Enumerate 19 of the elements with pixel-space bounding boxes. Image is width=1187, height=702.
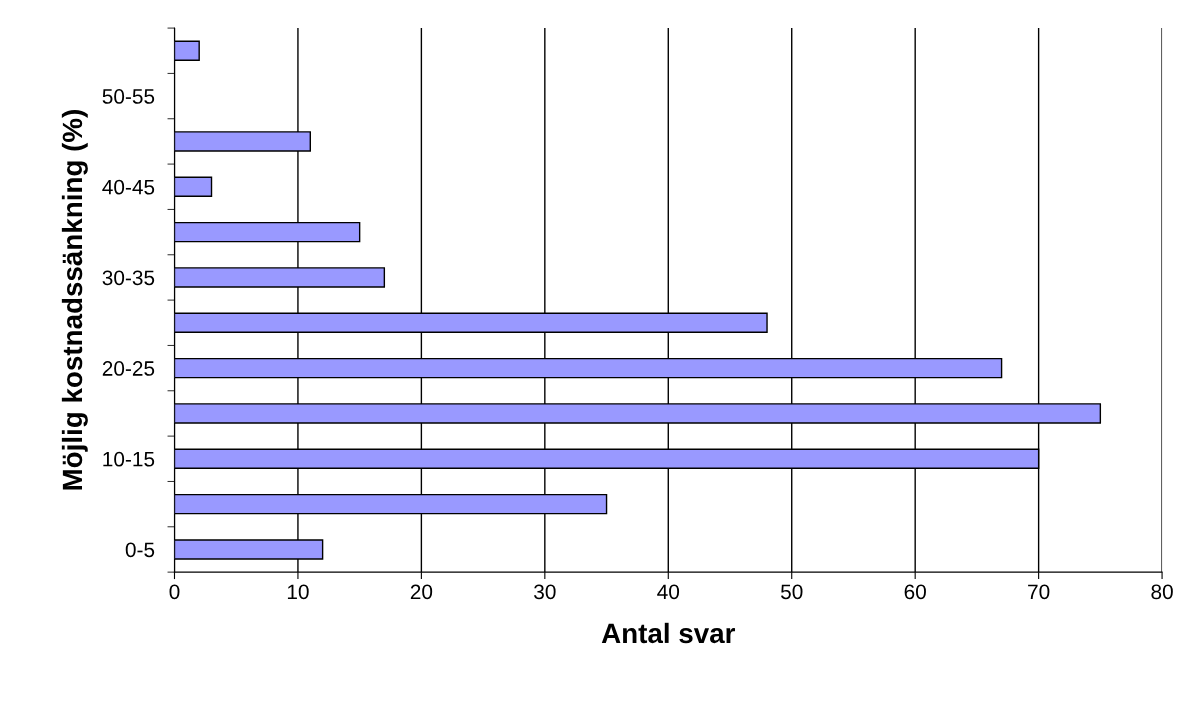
bar [174, 176, 213, 197]
x-tick-label: 50 [780, 584, 803, 600]
y-tick-label: 50-55 [102, 89, 155, 104]
x-tick-label: 60 [904, 584, 926, 600]
y-tick-label: 20-25 [102, 361, 155, 376]
x-tick-label: 0 [169, 584, 180, 600]
x-tick-label: 30 [534, 584, 556, 600]
x-tick-label: 70 [1028, 584, 1050, 600]
y-axis-title: Möjlig kostnadssänkning (%) [61, 110, 88, 490]
y-tick-label: 30-35 [102, 270, 155, 286]
x-tick-label: 40 [657, 584, 680, 600]
x-tick-label: 20 [410, 584, 433, 600]
y-tick-label: 0-5 [125, 542, 155, 558]
bar [174, 40, 200, 61]
x-axis-title: Antal svar [601, 622, 736, 644]
x-tick-label: 80 [1151, 584, 1173, 600]
y-tick-label: 40-45 [102, 179, 155, 195]
y-tick-label: 10-15 [103, 451, 155, 467]
x-tick-label: 10 [287, 584, 309, 600]
